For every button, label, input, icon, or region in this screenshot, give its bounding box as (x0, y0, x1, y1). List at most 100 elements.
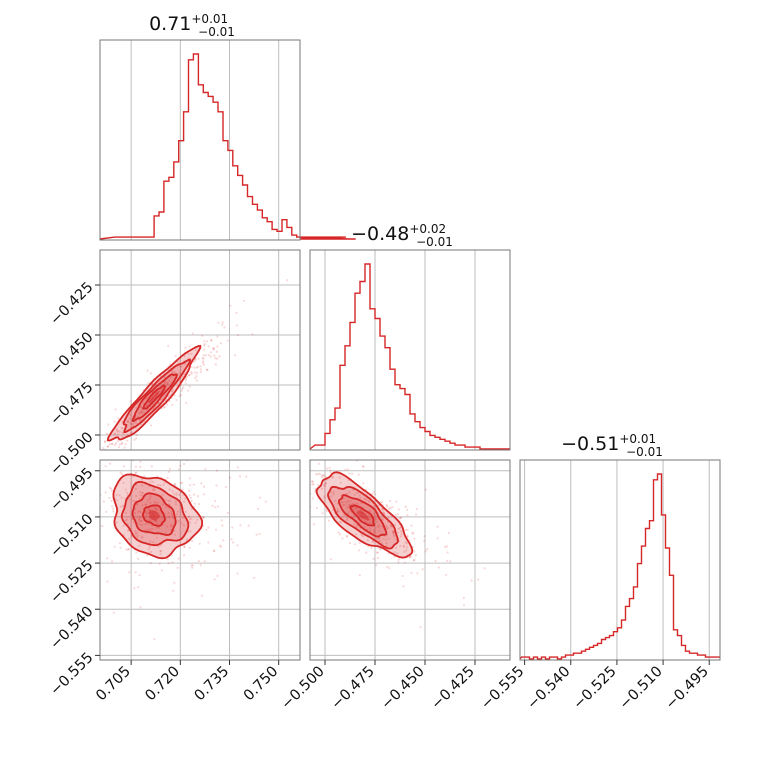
sample-point (130, 422, 133, 425)
title-lower-error: −0.01 (198, 25, 235, 39)
contour-line-1.5 (327, 485, 399, 550)
sample-point (359, 496, 362, 500)
sample-point (192, 483, 195, 486)
sample-point (143, 411, 146, 414)
sample-point (238, 475, 242, 478)
sample-point (126, 518, 129, 521)
sample-point (332, 476, 335, 479)
sample-point (235, 311, 238, 315)
sample-point (329, 558, 332, 561)
sample-point (206, 368, 209, 372)
sample-point (202, 363, 205, 366)
sample-point (194, 359, 197, 362)
sample-point (329, 469, 332, 472)
sample-point (134, 465, 137, 468)
sample-point (191, 332, 194, 335)
sample-point (180, 393, 183, 396)
sample-point (196, 371, 199, 375)
sample-point (176, 566, 179, 570)
sample-point (399, 517, 402, 520)
sample-point (120, 442, 123, 446)
sample-point (221, 323, 224, 326)
sample-point (141, 504, 144, 507)
panel-frame (99, 39, 301, 241)
sample-point (326, 467, 329, 470)
sample-point (388, 567, 391, 570)
sample-point (183, 554, 186, 557)
sample-point (142, 401, 145, 404)
sample-point (134, 487, 137, 491)
x-tick-label: 0.720 (142, 663, 183, 704)
title-lower-error: −0.01 (416, 235, 453, 249)
sample-point (378, 537, 381, 540)
sample-point (406, 514, 409, 517)
sample-point (169, 525, 172, 528)
sample-point (108, 462, 112, 465)
sample-point (346, 519, 349, 522)
sample-point (197, 502, 201, 506)
sample-point (132, 421, 136, 424)
sample-point (125, 548, 128, 551)
sample-point (124, 488, 127, 491)
sample-point (351, 472, 354, 475)
sample-point (193, 366, 196, 369)
sample-point (318, 472, 321, 475)
sample-point (385, 542, 388, 545)
panel-frame (309, 249, 511, 451)
sample-point (132, 520, 135, 524)
sample-point (346, 492, 349, 495)
sample-point (127, 548, 130, 551)
sample-point (337, 531, 340, 534)
sample-point (140, 412, 144, 415)
sample-point (346, 517, 349, 520)
sample-point (171, 390, 174, 393)
sample-point (147, 512, 150, 515)
sample-point (219, 545, 223, 548)
sample-point (190, 372, 193, 375)
y-tick-label: −0.555 (47, 650, 96, 699)
sample-point (348, 510, 351, 513)
sample-point (134, 511, 137, 515)
sample-point (353, 493, 356, 496)
sample-point (402, 585, 405, 588)
sample-point (379, 548, 382, 551)
sample-point (247, 524, 250, 527)
sample-point (462, 596, 465, 600)
sample-point (317, 462, 321, 465)
sample-point (207, 345, 210, 348)
sample-point (130, 431, 133, 434)
sample-point (364, 520, 367, 523)
sample-point (136, 510, 140, 514)
y-tick-label: −0.510 (47, 511, 96, 560)
sample-point (233, 354, 237, 357)
sample-point (321, 512, 324, 515)
sample-point (150, 550, 153, 553)
sample-point (114, 408, 117, 411)
panel-2d-1-2 (99, 249, 301, 451)
sample-point (184, 346, 187, 349)
sample-point (138, 412, 141, 415)
sample-point (165, 525, 168, 528)
sample-point (187, 389, 190, 392)
sample-point (119, 546, 122, 549)
sample-point (141, 491, 144, 495)
sample-point (446, 559, 449, 562)
sample-point (424, 550, 427, 553)
sample-point (171, 388, 175, 391)
sample-point (179, 464, 182, 467)
sample-point (366, 539, 369, 542)
sample-point (204, 468, 207, 471)
sample-point (122, 524, 125, 527)
sample-point (345, 535, 348, 538)
sample-point (203, 485, 206, 488)
sample-point (211, 504, 214, 508)
sample-point (392, 531, 395, 534)
sample-point (173, 483, 177, 486)
sample-point (188, 374, 191, 377)
sample-point (191, 539, 194, 543)
x-tick-label: −0.500 (279, 664, 328, 713)
sample-point (235, 324, 238, 327)
sample-point (188, 345, 191, 348)
sample-point (378, 524, 381, 527)
sample-point (367, 499, 370, 503)
